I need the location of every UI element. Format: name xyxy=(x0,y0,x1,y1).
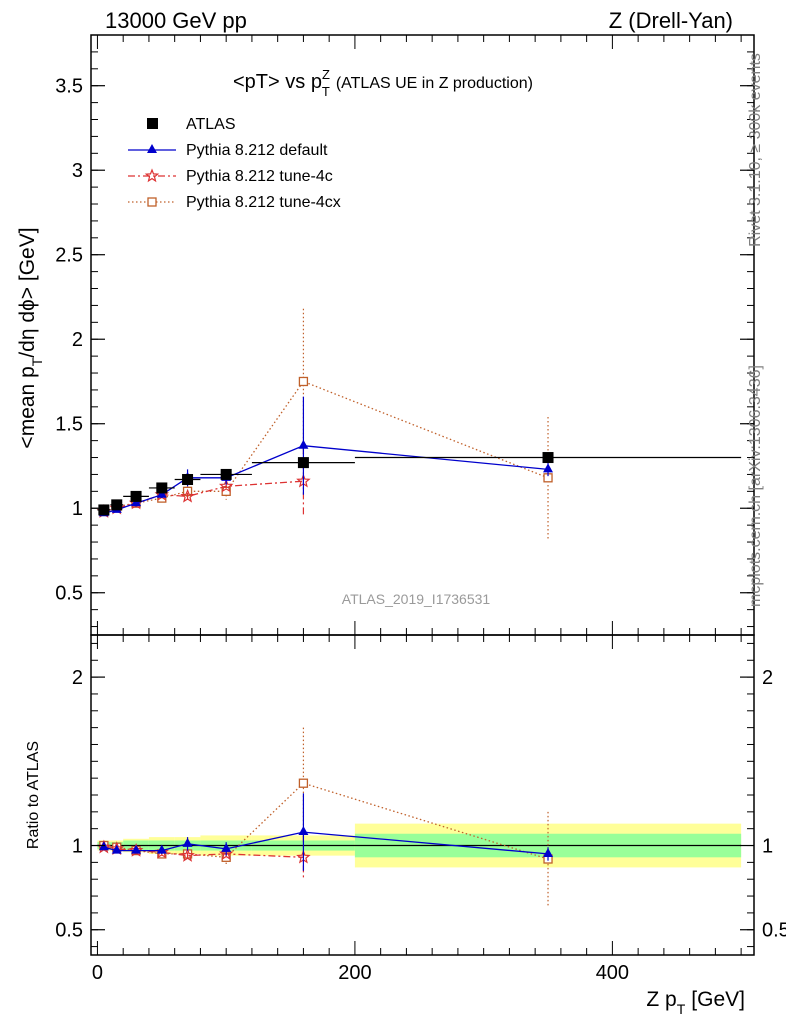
marker-s1-triangle xyxy=(182,837,193,847)
marker-s2-star xyxy=(218,846,234,861)
ratio-y-tick-label-right: 1 xyxy=(762,836,773,858)
marker-s2-star xyxy=(180,488,195,503)
marker-s0-atlas xyxy=(220,468,232,480)
main-y-tick-label: 0.5 xyxy=(55,583,83,605)
marker-s1-triangle xyxy=(156,844,167,854)
marker-s1-triangle xyxy=(221,842,232,852)
analysis-watermark: ATLAS_2019_I1736531 xyxy=(342,591,491,607)
legend-marker-default xyxy=(147,144,157,153)
ratio-y-tick-label-right: 0.5 xyxy=(762,920,786,942)
legend-label-tune-4cx: Pythia 8.212 tune-4cx xyxy=(186,194,341,211)
ratio-x-tick-label: 200 xyxy=(338,962,371,984)
marker-s0-atlas xyxy=(297,457,309,469)
ratio-y-tick-label-right: 2 xyxy=(762,667,773,689)
legend-marker-atlas xyxy=(147,118,158,129)
marker-s0-atlas xyxy=(156,482,168,494)
marker-s0-atlas xyxy=(111,499,123,511)
main-y-tick-label: 3 xyxy=(72,160,83,182)
main-y-tick-label: 1.5 xyxy=(55,414,83,436)
series-line-s1 xyxy=(103,445,549,514)
marker-s3-open-square xyxy=(298,376,309,387)
marker-s0-atlas xyxy=(98,504,110,516)
marker-s0-atlas xyxy=(182,474,194,486)
ratio-y-axis-label: Ratio to ATLAS xyxy=(25,741,42,849)
x-axis-label: Z pT [GeV] xyxy=(646,988,745,1017)
main-y-axis-label: <mean pT/dη dϕ> [GeV] xyxy=(16,227,45,448)
main-marks xyxy=(96,308,742,539)
ratio-y-tick-label: 0.5 xyxy=(55,920,83,942)
marker-s0-atlas xyxy=(130,490,142,502)
legend-label-default: Pythia 8.212 default xyxy=(186,142,328,159)
legend-label-atlas: ATLAS xyxy=(186,116,236,133)
marker-s2-star xyxy=(218,478,234,493)
legend-marker-tune-4cx xyxy=(147,197,157,207)
marker-s0-atlas xyxy=(542,452,554,464)
marker-s2-star xyxy=(180,847,195,862)
main-y-tick-label: 3.5 xyxy=(55,76,83,98)
legend-label-tune-4c: Pythia 8.212 tune-4c xyxy=(186,168,333,185)
rivet-label: Rivet 3.1.10, ≥ 300k events xyxy=(747,53,764,247)
legend-marker-tune-4c xyxy=(144,168,160,183)
ratio-frame xyxy=(90,634,755,956)
series-line-s3 xyxy=(103,380,549,511)
process-label: Z (Drell-Yan) xyxy=(609,8,733,33)
main-y-tick-label: 2.5 xyxy=(55,245,83,267)
energy-label: 13000 GeV pp xyxy=(105,8,247,33)
ratio-x-tick-label: 0 xyxy=(92,962,103,984)
ratio-y-tick-label: 2 xyxy=(72,667,83,689)
ratio-y-tick-label: 1 xyxy=(72,836,83,858)
main-title: <pT> vs pZ T (ATLAS UE in Z production) xyxy=(233,67,533,99)
marker-s1-triangle xyxy=(298,826,309,836)
ratio-uncertainty-bands xyxy=(97,823,742,868)
legend: ATLAS Pythia 8.212 default Pythia 8.212 … xyxy=(128,116,341,211)
ratio-marks xyxy=(96,727,554,907)
marker-s1-triangle xyxy=(111,844,122,854)
ratio-x-tick-label: 400 xyxy=(596,962,629,984)
marker-s1-triangle xyxy=(543,847,554,857)
main-y-tick-label: 1 xyxy=(72,498,83,520)
marker-s1-triangle xyxy=(543,463,554,473)
main-panel: 0.5 1 1.5 2 2.5 3 3.5 <pT> vs pZ T (ATLAS UE in … xyxy=(16,34,755,636)
mcplots-label: mcplots.cern.ch [arXiv:1306.3436] xyxy=(747,365,764,607)
marker-s3-open-square xyxy=(298,778,309,788)
ratio-panel: 0.5 0.5 1 1 2 2 0 200 400 Ratio to ATLAS Z pT [Ge… xyxy=(25,634,786,1017)
marker-s1-triangle xyxy=(298,439,309,449)
main-ticks: 0.5 1 1.5 2 2.5 3 3.5 xyxy=(55,35,754,635)
marker-s1-triangle xyxy=(131,844,142,854)
main-y-tick-label: 2 xyxy=(72,329,83,351)
ratio-ticks: 0.5 0.5 1 1 2 2 0 200 400 xyxy=(55,635,786,984)
